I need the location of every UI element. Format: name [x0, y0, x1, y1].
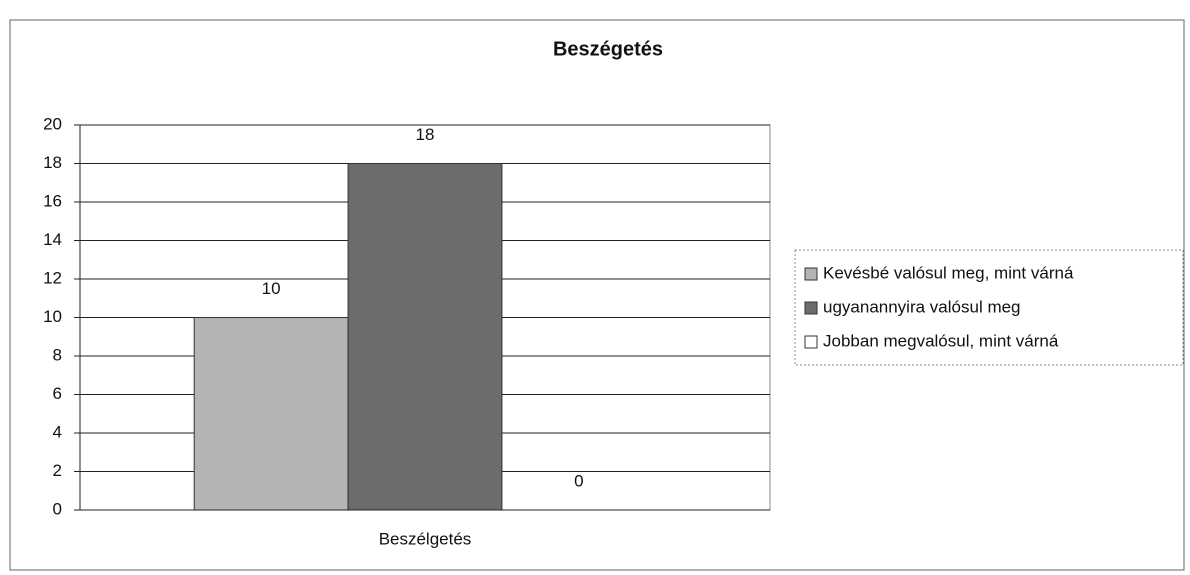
legend-box — [794, 249, 1184, 366]
data-label: 0 — [574, 471, 583, 490]
legend-label: Jobban megvalósul, mint várná — [823, 331, 1059, 350]
bar — [347, 163, 503, 511]
data-label: 18 — [416, 125, 435, 144]
legend-swatch — [804, 301, 818, 315]
y-tick-label: 10 — [43, 307, 62, 326]
y-tick-label: 20 — [43, 114, 62, 133]
y-tick-label: 2 — [53, 461, 62, 480]
legend-swatch — [804, 267, 818, 281]
y-tick-label: 18 — [43, 153, 62, 172]
y-tick-label: 8 — [53, 345, 62, 364]
y-tick-label: 14 — [43, 230, 62, 249]
chart-title: Beszégetés — [553, 38, 663, 60]
y-tick-label: 6 — [53, 384, 62, 403]
legend-label: Kevésbé valósul meg, mint várná — [823, 263, 1074, 282]
bar — [193, 317, 349, 511]
y-tick-label: 0 — [53, 499, 62, 518]
y-tick-label: 4 — [53, 422, 62, 441]
y-tick-label: 16 — [43, 191, 62, 210]
legend-swatch — [804, 335, 818, 349]
legend-label: ugyanannyira valósul meg — [823, 297, 1021, 316]
x-tick-label: Beszélgetés — [379, 529, 472, 548]
data-label: 10 — [262, 279, 281, 298]
y-tick-label: 12 — [43, 268, 62, 287]
